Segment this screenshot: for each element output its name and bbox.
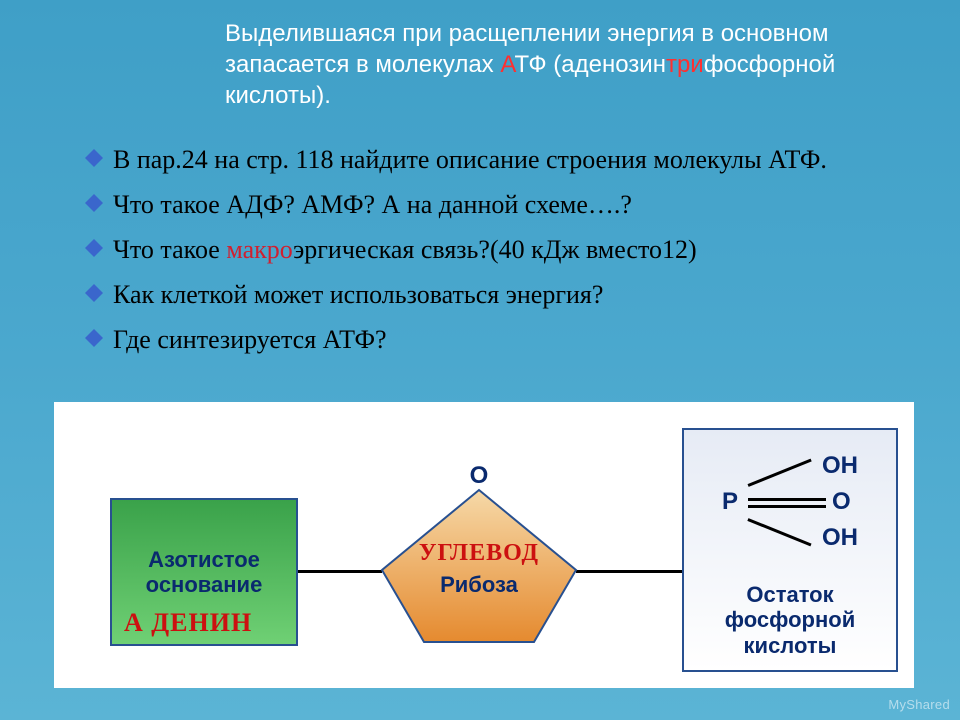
bullet-text: Как клеткой может использоваться энергия… <box>113 277 603 312</box>
phos-o: O <box>832 488 851 516</box>
title-atp-tri: три <box>666 51 704 78</box>
bullet-item: Что такое макроэргическая связь?(40 кДж … <box>85 232 920 267</box>
bullet-item: В пар.24 на стр. 118 найдите описание ст… <box>85 142 920 177</box>
nbase-label: Азотистое основание <box>146 547 263 598</box>
bullet-text: Что такое макроэргическая связь?(40 кДж … <box>113 232 697 267</box>
ribose-label: Рибоза <box>374 572 584 598</box>
watermark: MyShared <box>888 697 950 712</box>
ribose-annotation: УГЛЕВОД <box>374 540 584 567</box>
bullet-macro: макро <box>226 235 293 264</box>
nitrogen-base-box: Азотистое основание А ДЕНИН <box>110 498 298 646</box>
phosphate-caption: Остаток фосфорной кислоты <box>684 582 896 658</box>
title-atp-a: А <box>500 51 514 78</box>
atp-diagram: Азотистое основание А ДЕНИН О УГЛЕВОД Ри… <box>54 402 914 688</box>
phos-cap-2: фосфорной <box>725 607 855 632</box>
connector-line <box>298 570 382 573</box>
phos-cap-1: Остаток <box>746 582 833 607</box>
bullet-suffix: эргическая связь?(40 кДж вместо12) <box>293 235 697 264</box>
bullet-text: Что такое АДФ? АМФ? А на данной схеме….? <box>113 187 632 222</box>
ribose-pentagon: О УГЛЕВОД Рибоза <box>374 464 584 644</box>
diamond-bullet-icon <box>85 149 103 167</box>
diamond-bullet-icon <box>85 194 103 212</box>
connector-line <box>576 570 684 573</box>
phos-oh1: OH <box>822 452 858 480</box>
bullet-prefix: Что такое <box>113 235 226 264</box>
title-atp-tf: ТФ <box>514 51 546 78</box>
slide-title: Выделившаяся при расщеплении энергия в о… <box>0 0 960 124</box>
diamond-bullet-icon <box>85 329 103 347</box>
phos-p: P <box>722 488 738 516</box>
title-paren-open: (аденозин <box>547 51 666 78</box>
bullet-text: В пар.24 на стр. 118 найдите описание ст… <box>113 142 827 177</box>
diamond-bullet-icon <box>85 284 103 302</box>
phos-oh2: OH <box>822 524 858 552</box>
phos-cap-3: кислоты <box>744 633 837 658</box>
nbase-annotation: А ДЕНИН <box>124 608 252 638</box>
diamond-bullet-icon <box>85 239 103 257</box>
bullet-item: Где синтезируется АТФ? <box>85 322 920 357</box>
phosphate-formula: P OH O OH <box>702 448 882 558</box>
bullet-item: Что такое АДФ? АМФ? А на данной схеме….? <box>85 187 920 222</box>
slide-root: Выделившаяся при расщеплении энергия в о… <box>0 0 960 720</box>
bullet-item: Как клеткой может использоваться энергия… <box>85 277 920 312</box>
nbase-line1: Азотистое <box>148 547 260 572</box>
bullet-list: В пар.24 на стр. 118 найдите описание ст… <box>0 124 960 357</box>
nbase-line2: основание <box>146 572 263 597</box>
bullet-text: Где синтезируется АТФ? <box>113 322 387 357</box>
phosphate-box: P OH O OH Остаток фосфорной кислоты <box>682 428 898 672</box>
